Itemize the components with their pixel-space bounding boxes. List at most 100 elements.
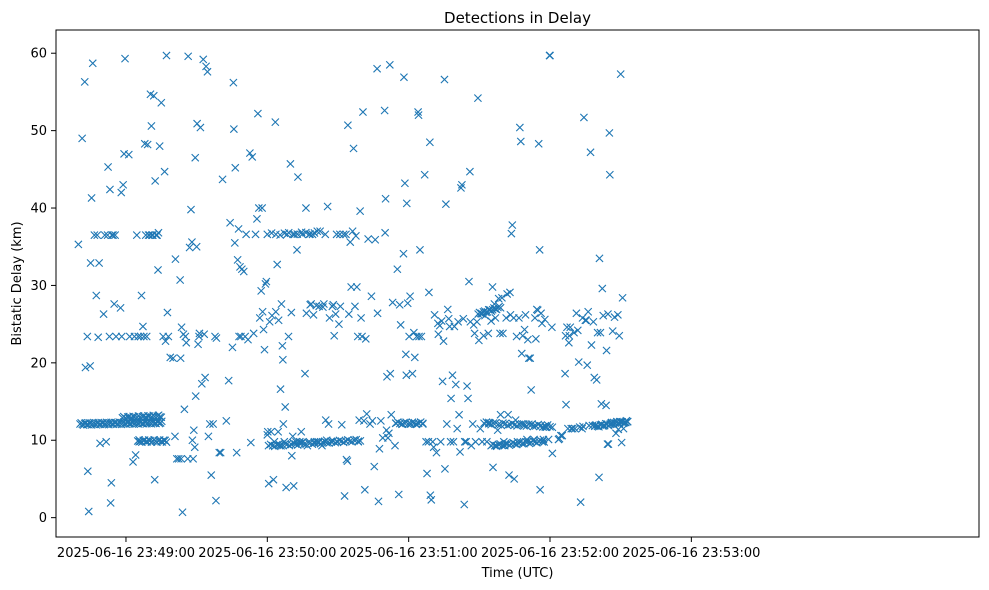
detection-point xyxy=(517,349,526,358)
detection-point xyxy=(78,134,87,143)
detection-point xyxy=(529,422,538,431)
detection-point xyxy=(93,231,102,240)
detection-point xyxy=(347,282,356,291)
detection-point xyxy=(436,437,445,446)
detection-point xyxy=(131,450,140,459)
detection-point xyxy=(530,313,539,322)
detection-point xyxy=(119,180,128,189)
detection-point xyxy=(479,331,488,340)
detection-point xyxy=(196,123,205,132)
detection-point xyxy=(252,214,261,223)
detection-point xyxy=(186,205,195,214)
detection-point xyxy=(520,325,529,334)
detection-point xyxy=(547,323,556,332)
detection-point xyxy=(476,424,485,433)
detection-point xyxy=(462,437,471,446)
detection-point xyxy=(459,314,468,323)
detection-point xyxy=(507,229,516,238)
detection-point xyxy=(531,334,540,343)
detection-point xyxy=(538,423,547,432)
detection-point xyxy=(277,300,286,309)
detection-point xyxy=(460,500,469,509)
detection-point xyxy=(408,418,417,427)
detection-point xyxy=(595,473,603,482)
detection-point xyxy=(312,301,321,310)
detection-point xyxy=(444,314,453,323)
detection-point xyxy=(497,293,506,302)
detection-point xyxy=(381,194,390,203)
detection-point xyxy=(450,322,459,331)
detection-point xyxy=(565,331,574,340)
detection-point xyxy=(189,454,198,463)
detection-point xyxy=(399,249,408,258)
detection-point xyxy=(92,291,101,300)
detection-point xyxy=(130,332,139,341)
detection-point xyxy=(362,409,371,418)
detection-point xyxy=(277,441,286,450)
detection-point xyxy=(446,437,455,446)
detection-point xyxy=(525,439,534,448)
detection-point xyxy=(137,291,146,300)
detection-point xyxy=(384,429,393,438)
detection-point xyxy=(308,440,317,449)
detection-point xyxy=(430,310,439,319)
detection-point xyxy=(105,332,114,341)
detection-point xyxy=(166,353,175,362)
detection-point xyxy=(385,60,394,69)
detection-point xyxy=(105,185,114,194)
detection-point xyxy=(399,73,408,82)
detection-point xyxy=(484,329,493,338)
detection-point xyxy=(319,300,328,309)
detection-point xyxy=(182,338,191,347)
detection-point xyxy=(449,437,458,446)
detection-markers xyxy=(74,51,632,517)
detection-point xyxy=(451,380,460,389)
detection-point xyxy=(100,231,109,240)
detection-point xyxy=(406,292,415,301)
detection-point xyxy=(420,170,429,179)
detection-point xyxy=(471,437,480,446)
detection-point xyxy=(456,447,465,456)
detection-point xyxy=(287,451,296,460)
detection-point xyxy=(309,310,318,319)
detection-point xyxy=(176,276,185,285)
detection-point xyxy=(527,385,536,394)
detection-point xyxy=(516,137,525,146)
detection-point xyxy=(138,322,147,331)
detection-point xyxy=(90,231,99,240)
y-tick-label: 40 xyxy=(30,202,47,217)
detection-point xyxy=(195,332,203,341)
detection-point xyxy=(281,402,290,411)
detection-point xyxy=(617,438,626,447)
detection-point xyxy=(568,424,577,433)
detection-point xyxy=(343,457,352,466)
detection-point xyxy=(132,231,141,240)
detection-point xyxy=(269,475,278,484)
detection-point xyxy=(593,328,602,337)
detection-point xyxy=(205,420,214,428)
detection-point xyxy=(408,369,417,378)
detection-point xyxy=(603,440,612,449)
detection-point xyxy=(185,243,194,252)
detection-point xyxy=(216,448,225,457)
detection-point xyxy=(157,98,166,107)
detection-point xyxy=(608,327,617,336)
detection-point xyxy=(508,221,517,230)
detection-point xyxy=(546,422,554,431)
detection-point xyxy=(371,235,380,244)
detection-point xyxy=(505,471,514,480)
detection-point xyxy=(482,418,491,427)
detection-point xyxy=(418,419,427,428)
detection-point xyxy=(423,469,432,478)
detection-point xyxy=(203,67,212,76)
detection-point xyxy=(400,179,409,188)
detection-point xyxy=(259,325,268,334)
detection-point xyxy=(586,148,595,157)
detection-point xyxy=(329,300,338,309)
detection-point xyxy=(558,431,567,440)
detection-point xyxy=(164,332,173,341)
detection-point xyxy=(343,121,352,130)
detection-point xyxy=(438,377,447,386)
detection-point xyxy=(174,454,183,463)
